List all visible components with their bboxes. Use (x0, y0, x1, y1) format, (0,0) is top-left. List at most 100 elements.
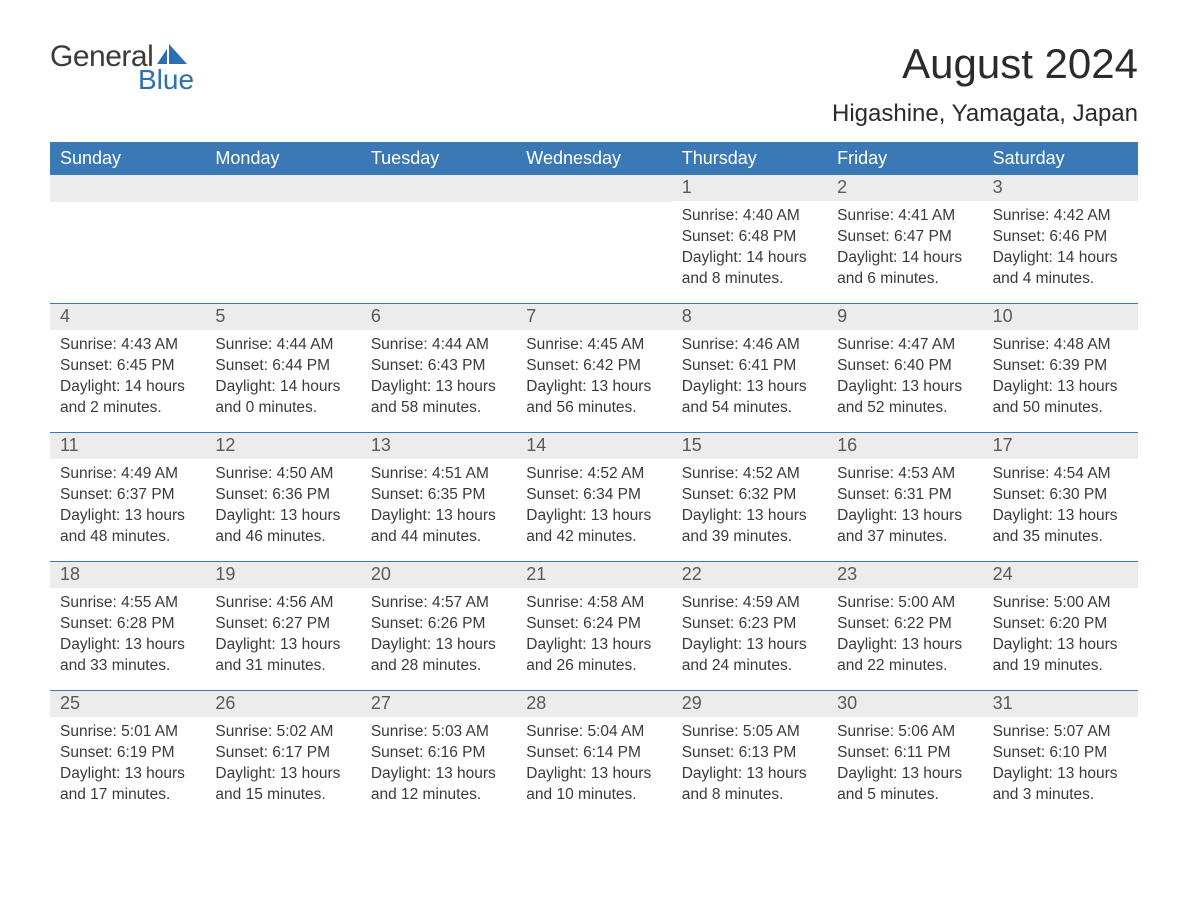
calendar-day: 30Sunrise: 5:06 AMSunset: 6:11 PMDayligh… (827, 691, 982, 819)
calendar-week: 1Sunrise: 4:40 AMSunset: 6:48 PMDaylight… (50, 175, 1138, 303)
calendar-day: 2Sunrise: 4:41 AMSunset: 6:47 PMDaylight… (827, 175, 982, 303)
day-number: 22 (672, 562, 827, 588)
day-details: Sunrise: 4:54 AMSunset: 6:30 PMDaylight:… (983, 459, 1138, 548)
daylight-text: Daylight: 13 hours and 10 minutes. (526, 764, 661, 806)
sunset-text: Sunset: 6:28 PM (60, 614, 195, 635)
sunset-text: Sunset: 6:36 PM (215, 485, 350, 506)
calendar-day: 21Sunrise: 4:58 AMSunset: 6:24 PMDayligh… (516, 562, 671, 690)
sunset-text: Sunset: 6:31 PM (837, 485, 972, 506)
daylight-text: Daylight: 13 hours and 48 minutes. (60, 506, 195, 548)
calendar-day (205, 175, 360, 303)
daylight-text: Daylight: 13 hours and 46 minutes. (215, 506, 350, 548)
sunrise-text: Sunrise: 4:43 AM (60, 335, 195, 356)
sunset-text: Sunset: 6:11 PM (837, 743, 972, 764)
day-number: 24 (983, 562, 1138, 588)
day-number: 11 (50, 433, 205, 459)
daylight-text: Daylight: 13 hours and 15 minutes. (215, 764, 350, 806)
day-details: Sunrise: 4:43 AMSunset: 6:45 PMDaylight:… (50, 330, 205, 419)
dow-wednesday: Wednesday (516, 142, 671, 175)
day-details: Sunrise: 4:59 AMSunset: 6:23 PMDaylight:… (672, 588, 827, 677)
day-number: 29 (672, 691, 827, 717)
day-number: 17 (983, 433, 1138, 459)
sunset-text: Sunset: 6:19 PM (60, 743, 195, 764)
calendar-day: 5Sunrise: 4:44 AMSunset: 6:44 PMDaylight… (205, 304, 360, 432)
day-details: Sunrise: 5:01 AMSunset: 6:19 PMDaylight:… (50, 717, 205, 806)
day-number: 5 (205, 304, 360, 330)
day-number: 2 (827, 175, 982, 201)
day-number: 4 (50, 304, 205, 330)
day-number: 27 (361, 691, 516, 717)
sunset-text: Sunset: 6:16 PM (371, 743, 506, 764)
calendar-week: 11Sunrise: 4:49 AMSunset: 6:37 PMDayligh… (50, 432, 1138, 561)
days-of-week-header: Sunday Monday Tuesday Wednesday Thursday… (50, 142, 1138, 175)
sunrise-text: Sunrise: 4:48 AM (993, 335, 1128, 356)
calendar-day: 29Sunrise: 5:05 AMSunset: 6:13 PMDayligh… (672, 691, 827, 819)
calendar-week: 18Sunrise: 4:55 AMSunset: 6:28 PMDayligh… (50, 561, 1138, 690)
sunrise-text: Sunrise: 4:42 AM (993, 206, 1128, 227)
sunset-text: Sunset: 6:48 PM (682, 227, 817, 248)
calendar-day: 26Sunrise: 5:02 AMSunset: 6:17 PMDayligh… (205, 691, 360, 819)
day-number (205, 175, 360, 202)
sunrise-text: Sunrise: 4:55 AM (60, 593, 195, 614)
day-details: Sunrise: 4:52 AMSunset: 6:32 PMDaylight:… (672, 459, 827, 548)
calendar-day: 25Sunrise: 5:01 AMSunset: 6:19 PMDayligh… (50, 691, 205, 819)
day-details: Sunrise: 4:52 AMSunset: 6:34 PMDaylight:… (516, 459, 671, 548)
sunset-text: Sunset: 6:20 PM (993, 614, 1128, 635)
day-details: Sunrise: 5:04 AMSunset: 6:14 PMDaylight:… (516, 717, 671, 806)
day-number: 10 (983, 304, 1138, 330)
day-details: Sunrise: 4:47 AMSunset: 6:40 PMDaylight:… (827, 330, 982, 419)
day-details: Sunrise: 4:56 AMSunset: 6:27 PMDaylight:… (205, 588, 360, 677)
day-number: 1 (672, 175, 827, 201)
day-details: Sunrise: 4:48 AMSunset: 6:39 PMDaylight:… (983, 330, 1138, 419)
day-details: Sunrise: 4:58 AMSunset: 6:24 PMDaylight:… (516, 588, 671, 677)
calendar-day: 4Sunrise: 4:43 AMSunset: 6:45 PMDaylight… (50, 304, 205, 432)
calendar-day: 16Sunrise: 4:53 AMSunset: 6:31 PMDayligh… (827, 433, 982, 561)
calendar-day: 17Sunrise: 4:54 AMSunset: 6:30 PMDayligh… (983, 433, 1138, 561)
day-details: Sunrise: 4:57 AMSunset: 6:26 PMDaylight:… (361, 588, 516, 677)
day-number: 3 (983, 175, 1138, 201)
calendar-day (50, 175, 205, 303)
daylight-text: Daylight: 13 hours and 56 minutes. (526, 377, 661, 419)
day-details: Sunrise: 4:44 AMSunset: 6:44 PMDaylight:… (205, 330, 360, 419)
sunrise-text: Sunrise: 4:54 AM (993, 464, 1128, 485)
sunrise-text: Sunrise: 5:05 AM (682, 722, 817, 743)
day-number: 19 (205, 562, 360, 588)
daylight-text: Daylight: 13 hours and 24 minutes. (682, 635, 817, 677)
calendar-day: 24Sunrise: 5:00 AMSunset: 6:20 PMDayligh… (983, 562, 1138, 690)
daylight-text: Daylight: 13 hours and 28 minutes. (371, 635, 506, 677)
daylight-text: Daylight: 13 hours and 37 minutes. (837, 506, 972, 548)
daylight-text: Daylight: 13 hours and 39 minutes. (682, 506, 817, 548)
sunset-text: Sunset: 6:13 PM (682, 743, 817, 764)
sunset-text: Sunset: 6:44 PM (215, 356, 350, 377)
dow-thursday: Thursday (672, 142, 827, 175)
sunset-text: Sunset: 6:40 PM (837, 356, 972, 377)
day-number: 20 (361, 562, 516, 588)
day-details: Sunrise: 4:42 AMSunset: 6:46 PMDaylight:… (983, 201, 1138, 290)
sunset-text: Sunset: 6:14 PM (526, 743, 661, 764)
daylight-text: Daylight: 13 hours and 31 minutes. (215, 635, 350, 677)
day-number: 28 (516, 691, 671, 717)
calendar-day: 13Sunrise: 4:51 AMSunset: 6:35 PMDayligh… (361, 433, 516, 561)
page-title: August 2024 (902, 40, 1138, 88)
sunrise-text: Sunrise: 5:03 AM (371, 722, 506, 743)
daylight-text: Daylight: 13 hours and 58 minutes. (371, 377, 506, 419)
sunrise-text: Sunrise: 5:04 AM (526, 722, 661, 743)
day-details: Sunrise: 4:55 AMSunset: 6:28 PMDaylight:… (50, 588, 205, 677)
sunrise-text: Sunrise: 4:56 AM (215, 593, 350, 614)
sunset-text: Sunset: 6:42 PM (526, 356, 661, 377)
calendar-day: 19Sunrise: 4:56 AMSunset: 6:27 PMDayligh… (205, 562, 360, 690)
day-number: 26 (205, 691, 360, 717)
day-details: Sunrise: 4:53 AMSunset: 6:31 PMDaylight:… (827, 459, 982, 548)
daylight-text: Daylight: 13 hours and 35 minutes. (993, 506, 1128, 548)
sunset-text: Sunset: 6:45 PM (60, 356, 195, 377)
day-number: 23 (827, 562, 982, 588)
daylight-text: Daylight: 13 hours and 52 minutes. (837, 377, 972, 419)
day-details: Sunrise: 4:41 AMSunset: 6:47 PMDaylight:… (827, 201, 982, 290)
dow-friday: Friday (827, 142, 982, 175)
calendar-day: 3Sunrise: 4:42 AMSunset: 6:46 PMDaylight… (983, 175, 1138, 303)
sunset-text: Sunset: 6:17 PM (215, 743, 350, 764)
calendar-day: 14Sunrise: 4:52 AMSunset: 6:34 PMDayligh… (516, 433, 671, 561)
day-details: Sunrise: 5:02 AMSunset: 6:17 PMDaylight:… (205, 717, 360, 806)
sunrise-text: Sunrise: 4:44 AM (371, 335, 506, 356)
day-details: Sunrise: 5:06 AMSunset: 6:11 PMDaylight:… (827, 717, 982, 806)
